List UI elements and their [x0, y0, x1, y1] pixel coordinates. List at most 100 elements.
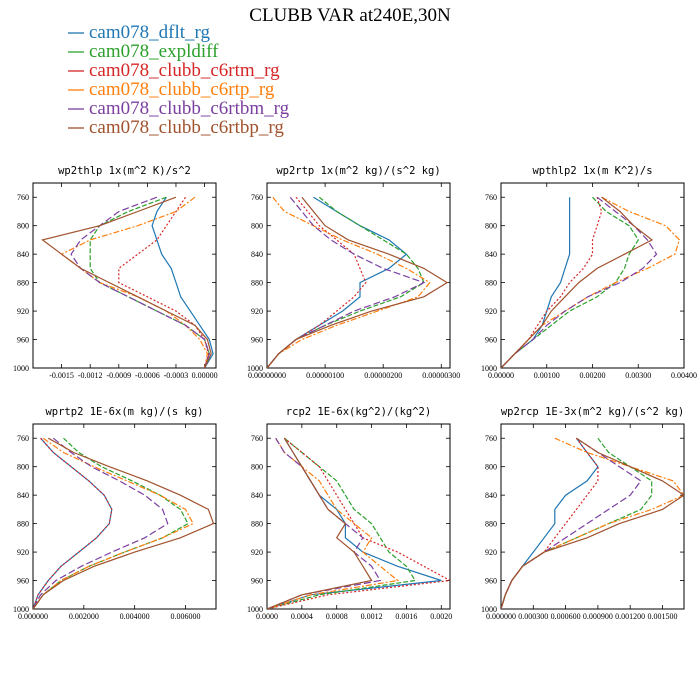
- panel-title: rcp2 1E-6x(kg^2)/(kg^2): [286, 406, 431, 418]
- y-tick-label: 1000: [481, 605, 497, 614]
- series-line-6: [33, 437, 215, 609]
- y-tick-label: 800: [17, 463, 29, 472]
- series-line-6: [501, 437, 684, 609]
- x-tick-label: 0.00200: [580, 371, 606, 380]
- legend: cam078_dflt_rgcam078_expldiffcam078_club…: [68, 22, 290, 138]
- panels: wp2thlp 1x(m^2 K)/s^2 760 800 840 880 920 960 1…: [13, 165, 697, 621]
- series-line-4: [267, 437, 400, 609]
- y-tick-label: 1000: [481, 364, 497, 373]
- series-line-5: [267, 437, 382, 609]
- x-tick-label: -0.0009: [106, 371, 131, 380]
- plot-frame: [32, 182, 217, 369]
- series-line-4: [33, 437, 194, 609]
- series-line-2: [267, 437, 417, 609]
- figure-title: CLUBB VAR at240E,30N: [249, 5, 451, 26]
- chart-panel-3: wpthlp2 1x(m K^2)/s 760 800 840 880 920 960 100…: [481, 165, 697, 380]
- series-line-4: [501, 437, 684, 609]
- legend-entry: cam078_clubb_c6rtbm_rg: [89, 98, 290, 119]
- series-line-6: [267, 437, 373, 609]
- x-tick-label: 0.000300: [518, 612, 548, 621]
- legend-entry: cam078_clubb_c6rtp_rg: [89, 79, 275, 100]
- series-line-6: [41, 196, 212, 368]
- x-tick-label: 0.000600: [551, 612, 581, 621]
- legend-entry: cam078_clubb_c6rtbp_rg: [89, 117, 284, 138]
- chart-panel-1: wp2thlp 1x(m^2 K)/s^2 760 800 840 880 920 960 1…: [13, 165, 218, 380]
- series-line-4: [267, 196, 431, 368]
- x-tick-label: -0.0003: [164, 371, 189, 380]
- x-tick-label: 0.0012: [361, 612, 383, 621]
- y-tick-label: 960: [485, 577, 497, 586]
- y-tick-label: 920: [17, 548, 29, 557]
- x-tick-label: 0.001200: [615, 612, 645, 621]
- y-tick-label: 920: [485, 307, 497, 316]
- y-tick-label: 760: [251, 193, 263, 202]
- series-line-1: [151, 196, 214, 368]
- y-tick-label: 840: [17, 491, 29, 500]
- panel-title: wprtp2 1E-6x(m kg)/(s kg): [45, 406, 203, 418]
- y-tick-label: 800: [251, 463, 263, 472]
- series-line-2: [501, 437, 653, 609]
- chart-panel-6: wp2rcp 1E-3x(m^2 kg)/(s^2 kg) 760 800 840 88…: [481, 406, 685, 621]
- series-line-5: [70, 196, 210, 368]
- legend-entry: cam078_dflt_rg: [89, 22, 211, 43]
- y-tick-label: 760: [17, 193, 29, 202]
- series-line-3: [501, 197, 603, 368]
- x-tick-label: 0.00400: [671, 371, 697, 380]
- y-tick-label: 800: [485, 222, 497, 231]
- series-line-1: [33, 437, 113, 609]
- legend-entry: cam078_clubb_c6rtm_rg: [89, 60, 280, 81]
- series-line-6: [501, 196, 654, 368]
- series-line-1: [501, 437, 599, 609]
- chart-panel-2: wp2rtp 1x(m^2 kg)/(s^2 kg) 760 800 840 880 92…: [247, 165, 460, 380]
- y-tick-label: 960: [17, 577, 29, 586]
- y-tick-label: 960: [251, 336, 263, 345]
- y-tick-label: 760: [485, 434, 497, 443]
- series-line-3: [267, 437, 450, 609]
- x-tick-label: 0.0000: [256, 612, 278, 621]
- series-line-3: [118, 196, 210, 368]
- plot-frame: [500, 423, 685, 610]
- y-tick-label: 800: [17, 222, 29, 231]
- y-tick-label: 1000: [13, 605, 29, 614]
- y-tick-label: 840: [485, 250, 497, 259]
- y-tick-label: 840: [251, 491, 263, 500]
- x-tick-label: 0.00000: [488, 371, 514, 380]
- series-line-3: [267, 196, 367, 368]
- panel-title: wpthlp2 1x(m K^2)/s: [532, 165, 652, 177]
- panel-title: wp2thlp 1x(m^2 K)/s^2: [58, 165, 191, 177]
- y-tick-label: 840: [17, 250, 29, 259]
- series-line-2: [33, 437, 189, 609]
- series-line-4: [501, 196, 681, 368]
- x-tick-label: -0.0006: [135, 371, 160, 380]
- series-line-4: [60, 196, 209, 368]
- y-tick-label: 920: [251, 548, 263, 557]
- x-tick-label: 0.00000000: [248, 371, 286, 380]
- y-tick-label: 880: [485, 279, 497, 288]
- y-tick-label: 880: [485, 520, 497, 529]
- y-tick-label: 840: [251, 250, 263, 259]
- x-tick-label: 0.00000200: [364, 371, 402, 380]
- x-tick-label: 0.00100: [534, 371, 560, 380]
- x-tick-label: -0.0012: [78, 371, 103, 380]
- plot-frame: [32, 423, 217, 610]
- series-line-3: [33, 437, 113, 609]
- series-line-1: [501, 197, 571, 368]
- y-tick-label: 960: [485, 336, 497, 345]
- x-tick-label: 0.00300: [625, 371, 651, 380]
- chart-panel-4: wprtp2 1E-6x(m kg)/(s kg) 760 800 840 880 920…: [13, 406, 217, 621]
- x-tick-label: 0.001500: [647, 612, 677, 621]
- series-line-6: [267, 196, 449, 368]
- y-tick-label: 840: [485, 491, 497, 500]
- x-tick-label: 0.0008: [326, 612, 348, 621]
- series-line-5: [267, 196, 426, 368]
- x-tick-label: 0.000000: [18, 612, 48, 621]
- plot-frame: [266, 182, 451, 369]
- legend-entry: cam078_expldiff: [89, 41, 219, 62]
- y-tick-label: 920: [17, 307, 29, 316]
- x-tick-label: -0.0015: [49, 371, 74, 380]
- series-line-3: [501, 437, 599, 609]
- panel-title: wp2rcp 1E-3x(m^2 kg)/(s^2 kg): [501, 406, 684, 418]
- y-tick-label: 880: [251, 279, 263, 288]
- x-tick-label: 0.002000: [69, 612, 99, 621]
